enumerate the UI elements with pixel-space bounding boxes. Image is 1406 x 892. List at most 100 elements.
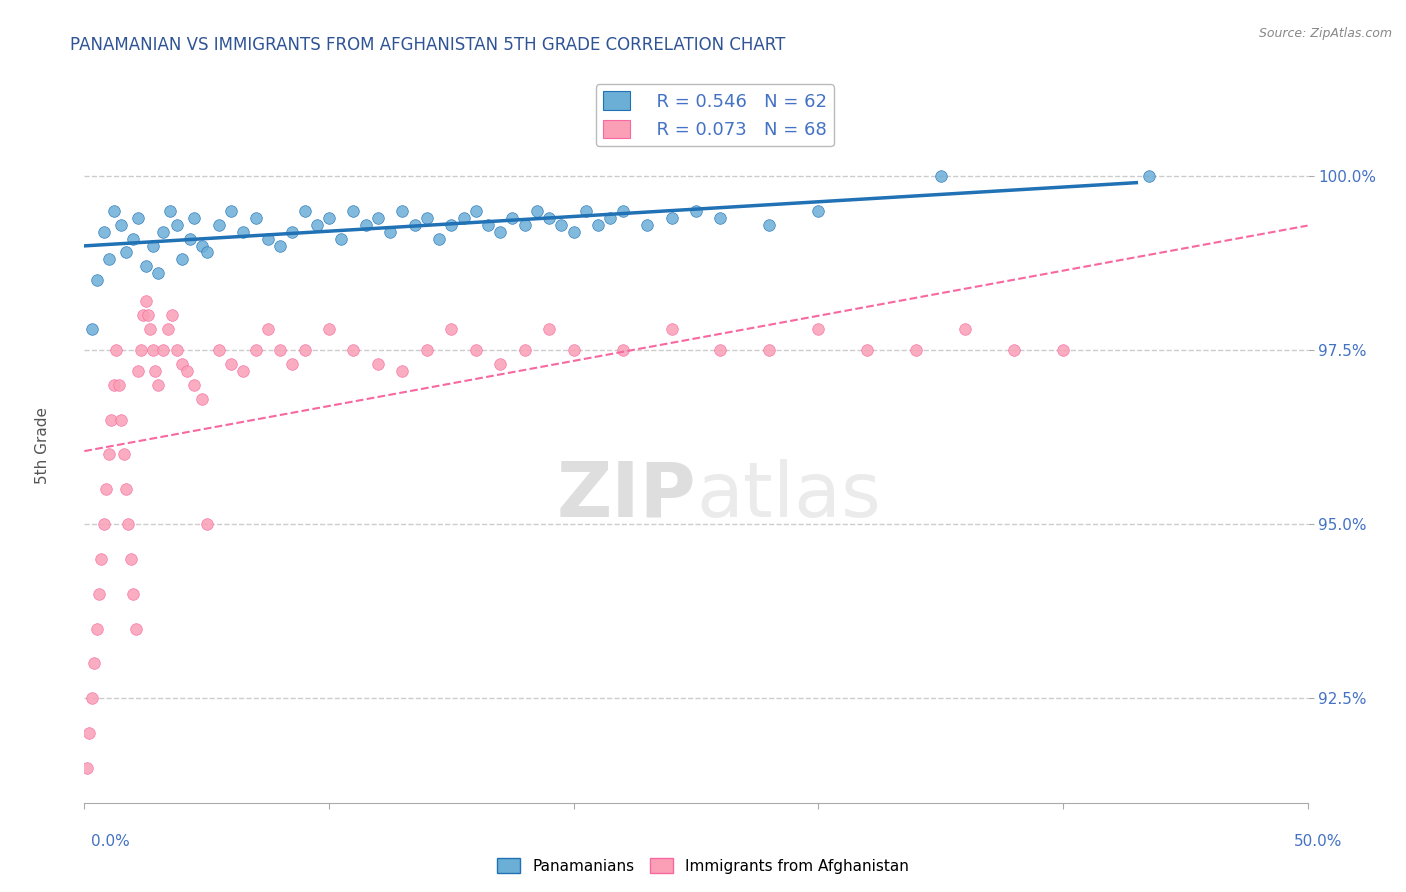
Point [122, 587, 145, 601]
Point [127, 211, 149, 225]
Point [146, 266, 169, 280]
Point [1052, 343, 1074, 357]
Point [179, 231, 201, 245]
Point [1002, 343, 1025, 357]
Text: 0.0%: 0.0% [91, 834, 131, 849]
Point [142, 238, 165, 252]
Point [538, 211, 561, 225]
Point [575, 203, 598, 218]
Point [586, 218, 609, 232]
Point [440, 218, 463, 232]
Point [305, 218, 328, 232]
Point [90, 552, 112, 566]
Point [86, 273, 108, 287]
Text: 50.0%: 50.0% [1295, 834, 1343, 849]
Point [905, 343, 928, 357]
Point [93, 225, 115, 239]
Point [281, 225, 304, 239]
Point [318, 211, 340, 225]
Point [232, 364, 254, 378]
Point [183, 377, 205, 392]
Point [489, 357, 512, 371]
Point [208, 343, 231, 357]
Point [93, 517, 115, 532]
Point [404, 218, 426, 232]
Point [477, 218, 499, 232]
Point [172, 252, 194, 267]
Point [453, 211, 475, 225]
Point [143, 364, 166, 378]
Point [97, 252, 120, 267]
Point [257, 322, 280, 336]
Point [76, 761, 98, 775]
Point [354, 218, 377, 232]
Point [107, 377, 129, 392]
Point [117, 517, 139, 532]
Point [176, 364, 198, 378]
Point [1137, 169, 1160, 183]
Point [195, 245, 218, 260]
Point [380, 225, 402, 239]
Point [464, 343, 486, 357]
Point [112, 448, 135, 462]
Point [172, 357, 194, 371]
Point [661, 211, 683, 225]
Point [103, 377, 125, 392]
Point [562, 343, 585, 357]
Point [115, 483, 138, 497]
Point [599, 211, 621, 225]
Point [416, 343, 439, 357]
Point [427, 231, 450, 245]
Point [318, 322, 340, 336]
Point [115, 245, 138, 260]
Point [856, 343, 879, 357]
Point [110, 412, 132, 426]
Point [953, 322, 976, 336]
Point [152, 225, 174, 239]
Point [612, 343, 634, 357]
Point [139, 322, 162, 336]
Point [166, 343, 188, 357]
Point [661, 322, 683, 336]
Point [367, 211, 389, 225]
Point [122, 231, 145, 245]
Point [636, 218, 658, 232]
Point [120, 552, 142, 566]
Point [110, 218, 132, 232]
Point [245, 211, 267, 225]
Text: 5th Grade: 5th Grade [35, 408, 49, 484]
Point [391, 203, 413, 218]
Point [257, 231, 280, 245]
Point [135, 294, 157, 309]
Point [219, 357, 242, 371]
Text: ZIP: ZIP [557, 458, 696, 533]
Point [219, 203, 242, 218]
Point [709, 211, 731, 225]
Point [464, 203, 486, 218]
Point [489, 225, 512, 239]
Point [342, 343, 364, 357]
Point [294, 343, 316, 357]
Point [125, 622, 148, 636]
Point [758, 218, 780, 232]
Point [156, 322, 179, 336]
Point [103, 203, 125, 218]
Point [929, 169, 952, 183]
Point [269, 343, 291, 357]
Point [232, 225, 254, 239]
Point [105, 343, 128, 357]
Point [100, 412, 122, 426]
Point [526, 203, 548, 218]
Text: PANAMANIAN VS IMMIGRANTS FROM AFGHANISTAN 5TH GRADE CORRELATION CHART: PANAMANIAN VS IMMIGRANTS FROM AFGHANISTA… [70, 36, 786, 54]
Point [391, 364, 413, 378]
Point [612, 203, 634, 218]
Point [562, 225, 585, 239]
Point [709, 343, 731, 357]
Point [807, 203, 830, 218]
Point [758, 343, 780, 357]
Text: atlas: atlas [696, 458, 880, 533]
Point [183, 211, 205, 225]
Point [367, 357, 389, 371]
Text: Source: ZipAtlas.com: Source: ZipAtlas.com [1258, 27, 1392, 40]
Legend:   R = 0.546   N = 62,   R = 0.073   N = 68: R = 0.546 N = 62, R = 0.073 N = 68 [596, 84, 834, 146]
